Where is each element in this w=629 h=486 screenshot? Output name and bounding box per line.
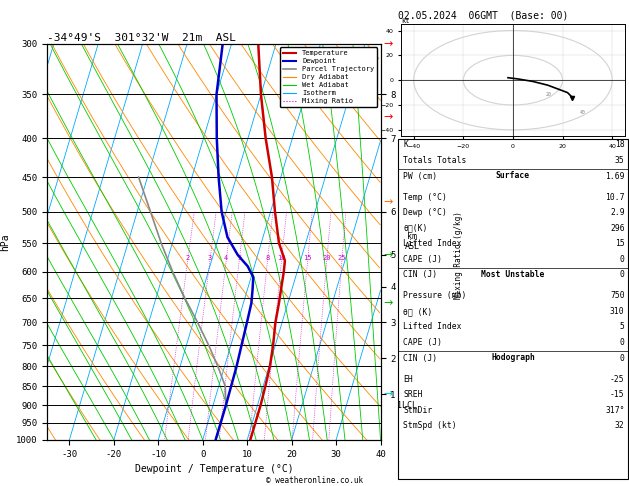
Text: 5: 5 <box>237 255 242 260</box>
Text: CIN (J): CIN (J) <box>403 270 437 279</box>
Text: Mixing Ratio (g/kg): Mixing Ratio (g/kg) <box>454 211 463 299</box>
Text: 3: 3 <box>208 255 212 260</box>
Text: 20: 20 <box>545 92 551 97</box>
Text: 18: 18 <box>615 140 625 150</box>
Text: 15: 15 <box>303 255 312 260</box>
Text: →: → <box>384 250 393 260</box>
Text: 32: 32 <box>615 421 625 430</box>
Text: 296: 296 <box>610 224 625 233</box>
Text: CAPE (J): CAPE (J) <box>403 338 442 347</box>
Text: 317°: 317° <box>605 406 625 415</box>
Text: 15: 15 <box>615 239 625 248</box>
Legend: Temperature, Dewpoint, Parcel Trajectory, Dry Adiabat, Wet Adiabat, Isotherm, Mi: Temperature, Dewpoint, Parcel Trajectory… <box>280 47 377 107</box>
Text: Hodograph: Hodograph <box>491 353 535 362</box>
Text: 750: 750 <box>610 291 625 300</box>
Text: Totals Totals: Totals Totals <box>403 156 467 165</box>
Text: Lifted Index: Lifted Index <box>403 322 462 331</box>
Text: Temp (°C): Temp (°C) <box>403 192 447 202</box>
Text: 25: 25 <box>338 255 346 260</box>
Text: 0: 0 <box>620 270 625 279</box>
Text: 10: 10 <box>277 255 286 260</box>
Text: 310: 310 <box>610 307 625 316</box>
Text: →: → <box>384 39 393 49</box>
Text: 5: 5 <box>620 322 625 331</box>
Text: StmDir: StmDir <box>403 406 433 415</box>
Text: 4: 4 <box>224 255 228 260</box>
Text: 40: 40 <box>580 110 586 115</box>
Text: CAPE (J): CAPE (J) <box>403 255 442 264</box>
Text: →: → <box>384 298 393 308</box>
Text: PW (cm): PW (cm) <box>403 172 437 181</box>
Text: 1.69: 1.69 <box>605 172 625 181</box>
Text: θᴁ (K): θᴁ (K) <box>403 307 433 316</box>
Text: Pressure (mb): Pressure (mb) <box>403 291 467 300</box>
Text: 0: 0 <box>620 255 625 264</box>
Text: -15: -15 <box>610 390 625 399</box>
Text: →: → <box>384 112 393 122</box>
X-axis label: Dewpoint / Temperature (°C): Dewpoint / Temperature (°C) <box>135 464 293 474</box>
Text: © weatheronline.co.uk: © weatheronline.co.uk <box>266 476 363 485</box>
Text: θᴁ(K): θᴁ(K) <box>403 224 428 233</box>
Text: 10.7: 10.7 <box>605 192 625 202</box>
Y-axis label: km
ASL: km ASL <box>405 232 420 251</box>
Text: 8: 8 <box>265 255 270 260</box>
Text: →: → <box>384 389 393 399</box>
Text: 02.05.2024  06GMT  (Base: 00): 02.05.2024 06GMT (Base: 00) <box>398 11 569 21</box>
Text: 1LCL: 1LCL <box>398 400 417 410</box>
Text: →: → <box>384 197 393 207</box>
Text: 35: 35 <box>615 156 625 165</box>
Text: Most Unstable: Most Unstable <box>481 270 545 278</box>
Text: K: K <box>403 140 408 150</box>
Text: -34°49'S  301°32'W  21m  ASL: -34°49'S 301°32'W 21m ASL <box>47 33 236 43</box>
Text: StmSpd (kt): StmSpd (kt) <box>403 421 457 430</box>
Text: -25: -25 <box>610 375 625 383</box>
Y-axis label: hPa: hPa <box>1 233 11 251</box>
Text: kt: kt <box>401 18 410 24</box>
Text: Surface: Surface <box>496 171 530 180</box>
Text: 0: 0 <box>620 338 625 347</box>
Text: EH: EH <box>403 375 413 383</box>
Text: SREH: SREH <box>403 390 423 399</box>
Text: 2.9: 2.9 <box>610 208 625 217</box>
Text: 20: 20 <box>323 255 331 260</box>
Text: CIN (J): CIN (J) <box>403 353 437 363</box>
Text: Lifted Index: Lifted Index <box>403 239 462 248</box>
Text: 0: 0 <box>620 353 625 363</box>
Text: 2: 2 <box>186 255 190 260</box>
Text: Dewp (°C): Dewp (°C) <box>403 208 447 217</box>
